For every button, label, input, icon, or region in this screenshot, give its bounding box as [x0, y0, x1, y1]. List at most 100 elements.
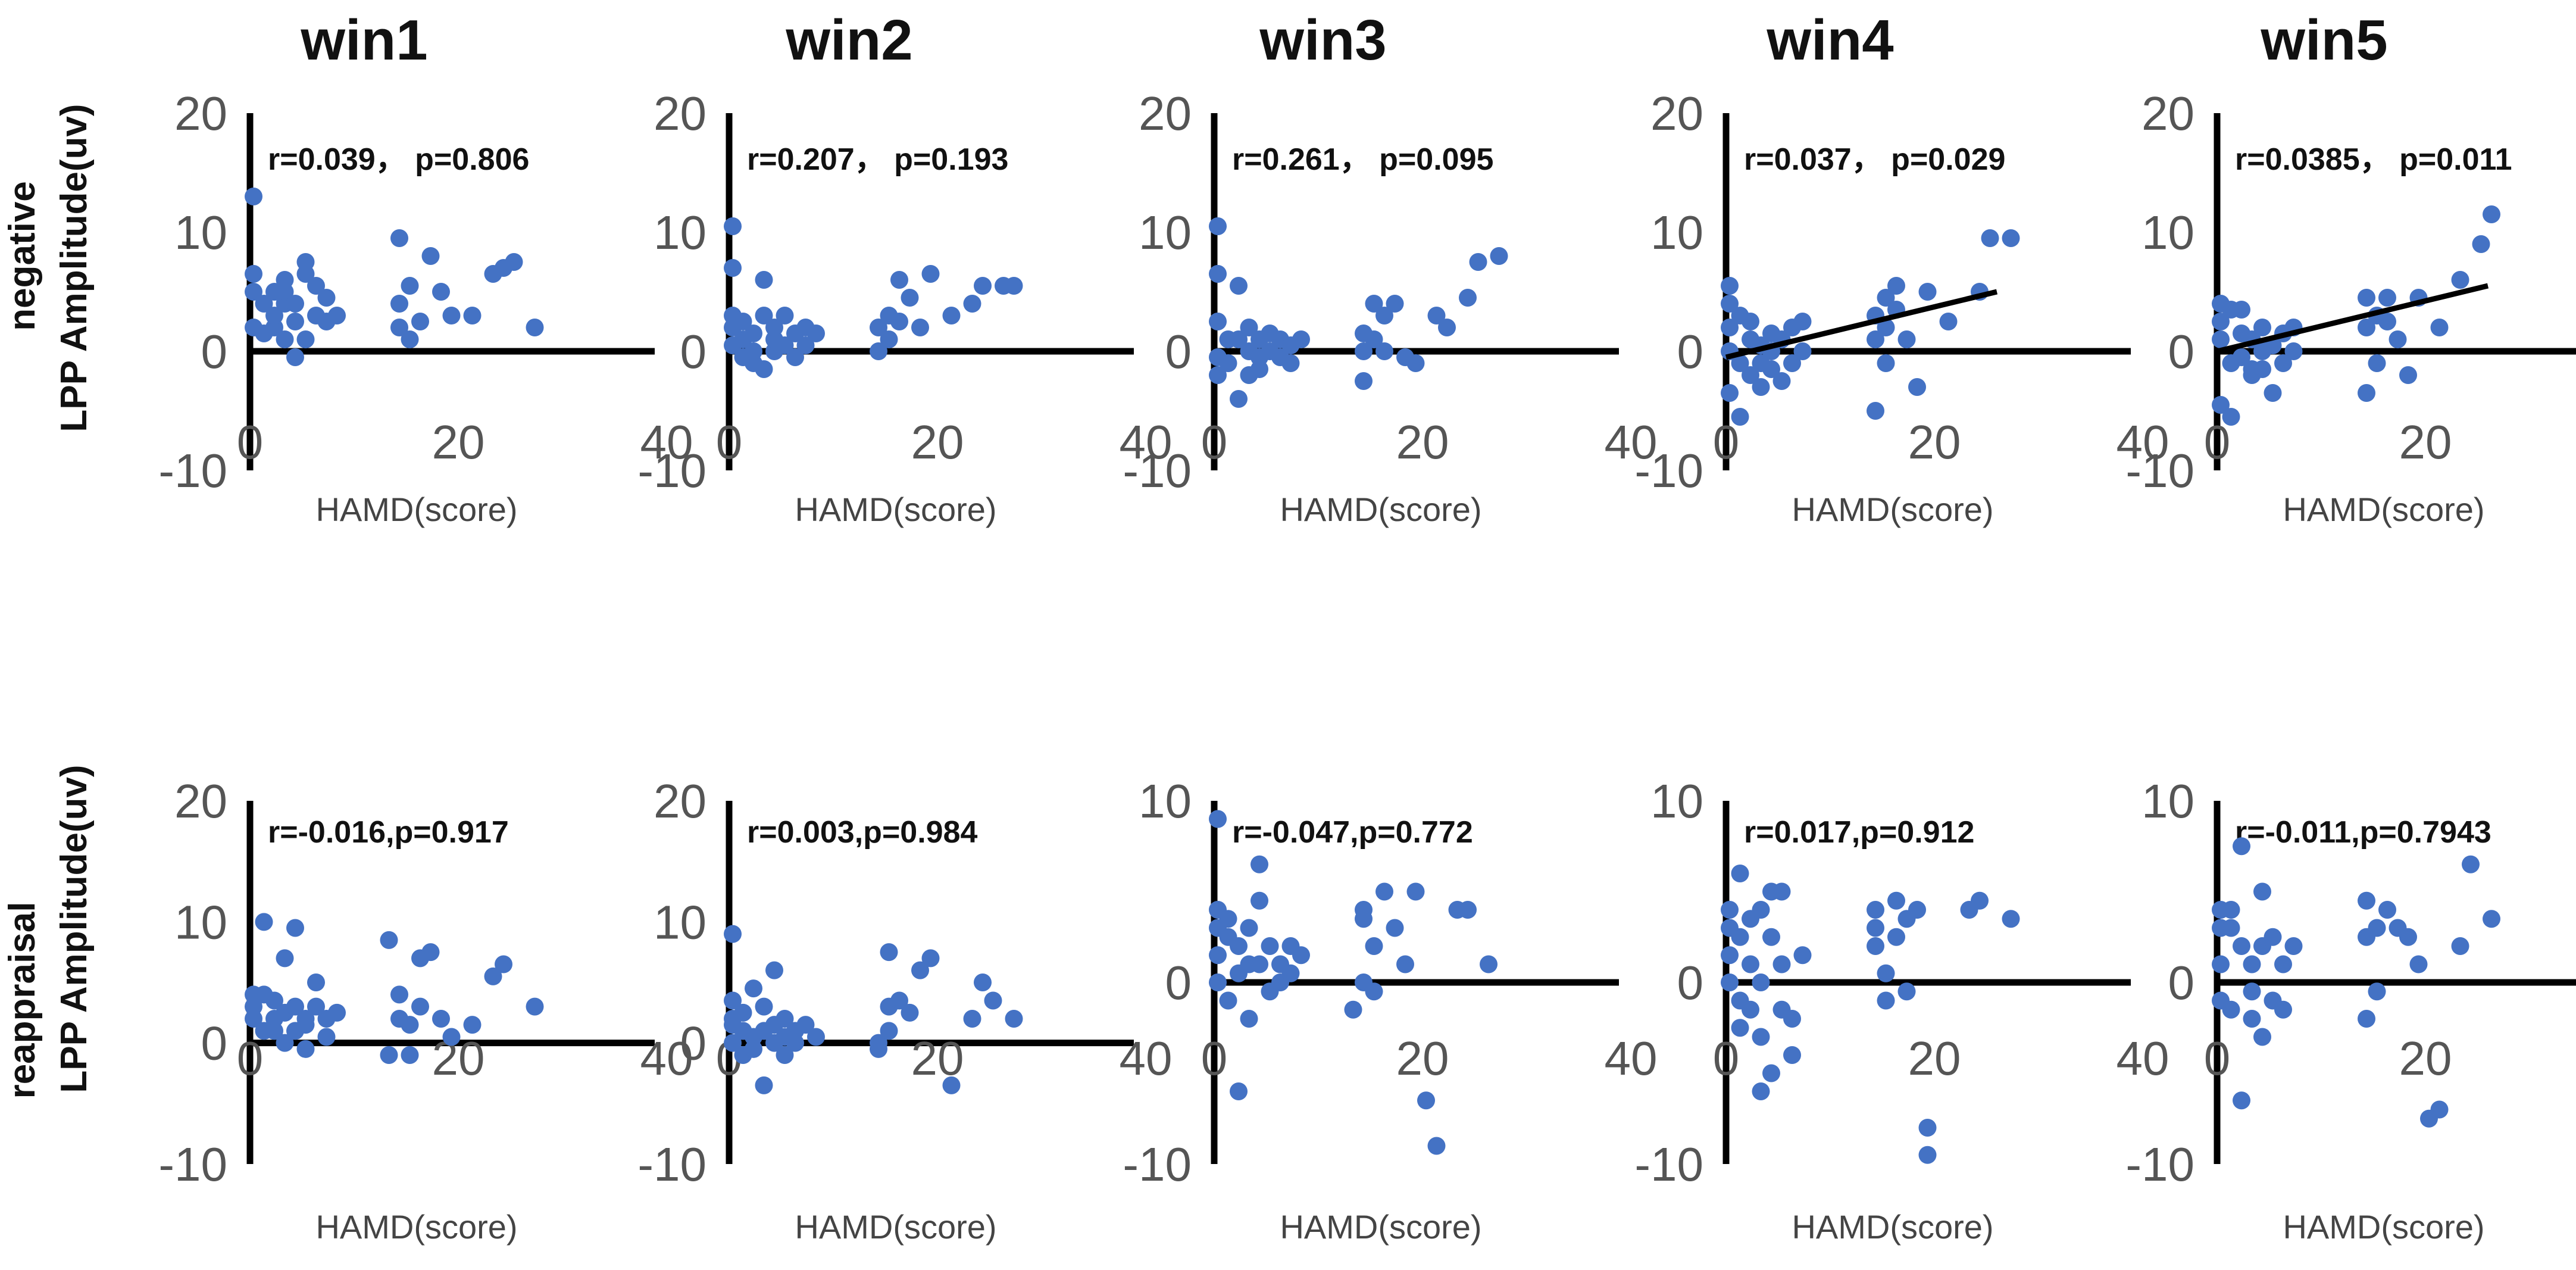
data-point-r1-win3-36: [1469, 253, 1487, 271]
data-point-r2-win5-7: [2233, 1091, 2250, 1110]
data-point-r2-win5-5: [2222, 919, 2240, 937]
data-point-r2-win1-25: [390, 985, 408, 1004]
data-point-r2-win4-37: [1971, 891, 1989, 910]
data-point-r2-win4-8: [1742, 1000, 1759, 1019]
data-point-r1-win2-33: [942, 307, 961, 324]
data-point-r1-win1-33: [463, 307, 482, 324]
x-axis-label-r2-win5: HAMD(score): [2283, 1208, 2484, 1246]
y-tick-r1-win2-0: 20: [654, 87, 706, 140]
data-point-r1-win3-2: [1209, 313, 1227, 330]
data-point-r2-win1-3: [255, 913, 273, 931]
data-point-r2-win5-24: [2368, 919, 2386, 937]
data-point-r2-win2-25: [870, 1040, 887, 1058]
y-tick-r2-win5-0: 10: [2142, 775, 2194, 828]
data-point-r1-win3-0: [1209, 217, 1227, 235]
data-point-r2-win4-14: [1752, 973, 1770, 991]
data-point-r1-win5-1: [2212, 313, 2230, 330]
y-tick-r1-win1-1: 10: [174, 206, 227, 259]
y-tick-r1-win3-3: -10: [1123, 444, 1192, 497]
y-tick-r2-win2-0: 20: [654, 775, 706, 828]
data-point-r2-win2-18: [776, 1046, 794, 1064]
y-tick-r1-win3-0: 20: [1139, 87, 1192, 140]
data-point-r1-win3-6: [1219, 354, 1237, 372]
data-point-r1-win4-15: [1762, 360, 1780, 378]
x-axis-label-r1-win2: HAMD(score): [795, 491, 996, 528]
data-point-r1-win1-28: [401, 277, 419, 295]
data-point-r1-win5-2: [2212, 330, 2230, 348]
data-point-r2-win1-8: [265, 1022, 283, 1040]
data-point-r1-win3-21: [1281, 354, 1300, 372]
x-tick-r1-win4-1: 20: [1908, 416, 1961, 469]
column-title-win5: win5: [2260, 8, 2387, 72]
y-tick-r1-win5-0: 20: [2142, 87, 2194, 140]
data-point-r2-win4-16: [1762, 1064, 1780, 1082]
data-point-r1-win5-23: [2358, 289, 2375, 307]
data-point-r2-win2-13: [755, 997, 773, 1016]
data-point-r1-win4-1: [1721, 295, 1739, 313]
data-point-r2-win3-16: [1251, 955, 1268, 973]
data-point-r2-win1-18: [307, 973, 325, 991]
x-axis-label-r2-win1: HAMD(score): [315, 1208, 517, 1246]
data-point-r2-win5-29: [2409, 955, 2428, 973]
x-tick-r1-win2-0: 0: [716, 416, 743, 469]
data-point-r2-win4-3: [1721, 973, 1739, 991]
data-point-r1-win1-29: [411, 313, 429, 330]
data-point-r2-win2-32: [921, 949, 940, 968]
y-tick-r2-win4-0: 10: [1650, 775, 1703, 828]
data-point-r1-win3-23: [1355, 372, 1373, 390]
data-point-r1-win2-22: [796, 336, 815, 354]
data-point-r2-win2-10: [745, 979, 762, 998]
data-point-r1-win5-3: [2212, 396, 2230, 414]
x-tick-r2-win3-1: 20: [1396, 1032, 1449, 1085]
data-point-r2-win5-2: [2212, 955, 2230, 973]
data-point-r2-win3-32: [1396, 955, 1414, 973]
data-point-r1-win2-11: [755, 360, 773, 378]
data-point-r2-win2-0: [724, 925, 742, 943]
y-axis-label-row2: LPP Amplitude(uv): [54, 765, 95, 1093]
y-tick-r2-win2-1: 10: [654, 895, 706, 948]
x-tick-r1-win1-0: 0: [237, 416, 264, 469]
data-point-r1-win1-27: [401, 330, 419, 348]
data-point-r2-win2-19: [776, 1010, 794, 1028]
data-point-r2-win5-18: [2274, 1000, 2292, 1019]
data-point-r2-win2-23: [807, 1028, 825, 1046]
data-point-r1-win2-28: [890, 271, 908, 289]
data-point-r2-win1-16: [296, 1040, 315, 1058]
data-point-r1-win2-13: [755, 271, 773, 289]
data-point-r2-win4-23: [1793, 946, 1812, 965]
x-tick-r1-win1-1: 20: [432, 416, 485, 469]
data-point-r1-win5-27: [2378, 289, 2396, 307]
data-point-r1-win2-32: [921, 265, 940, 283]
data-point-r1-win1-36: [505, 253, 523, 271]
data-point-r2-win2-7: [734, 1003, 752, 1022]
data-point-r2-win5-6: [2222, 1000, 2240, 1019]
data-point-r2-win3-15: [1251, 855, 1268, 873]
data-point-r2-win3-22: [1281, 964, 1300, 982]
data-point-r2-win1-24: [380, 931, 398, 949]
y-tick-r2-win4-2: -10: [1634, 1138, 1703, 1191]
data-point-r1-win2-35: [974, 277, 992, 295]
data-point-r2-win2-30: [901, 1003, 919, 1022]
data-point-r1-win4-28: [1877, 354, 1895, 372]
data-point-r2-win4-35: [1918, 1146, 1937, 1164]
data-point-r2-win4-27: [1877, 964, 1895, 982]
x-axis-label-r2-win4: HAMD(score): [1792, 1208, 1993, 1246]
data-point-r2-win3-29: [1365, 982, 1383, 1001]
row-label-reappraisal: reappraisal: [2, 902, 43, 1099]
data-point-r1-win2-18: [776, 307, 794, 324]
x-tick-r2-win4-1: 20: [1908, 1032, 1961, 1085]
data-point-r1-win4-7: [1731, 408, 1749, 426]
stat-label-r2-win3: r=-0.047,p=0.772: [1232, 815, 1473, 850]
y-tick-r1-win3-1: 10: [1139, 206, 1192, 259]
data-point-r1-win4-26: [1877, 289, 1895, 307]
data-point-r1-win1-5: [255, 295, 273, 313]
data-point-r2-win2-33: [942, 1076, 961, 1094]
data-point-r1-win3-8: [1230, 330, 1248, 348]
x-tick-r2-win2-2: 40: [1120, 1032, 1173, 1085]
x-tick-r2-win4-0: 0: [1713, 1032, 1740, 1085]
data-point-r2-win3-4: [1209, 973, 1227, 991]
data-point-r2-win2-22: [796, 1016, 815, 1034]
data-point-r2-win2-34: [963, 1010, 981, 1028]
